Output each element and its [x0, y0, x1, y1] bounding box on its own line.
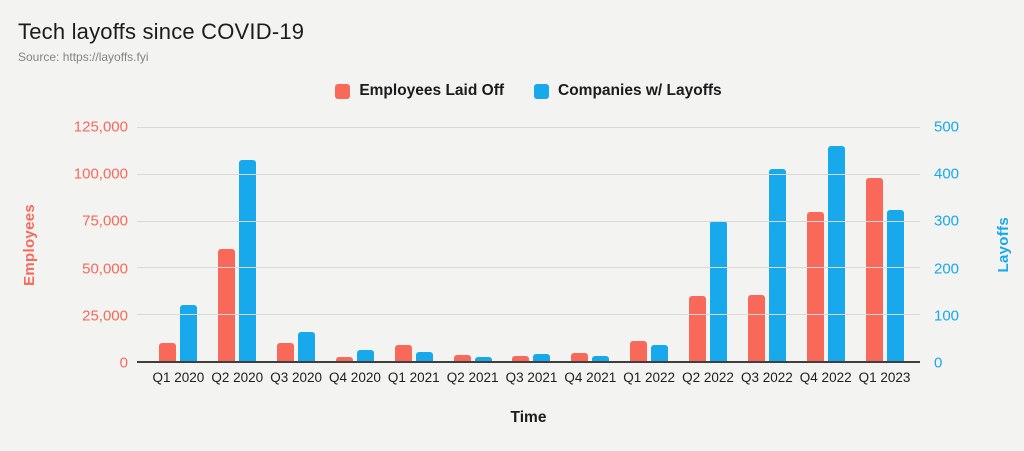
bar-group-q3-2022: [737, 127, 796, 361]
bar-employees-laid-off[interactable]: [453, 355, 471, 361]
gridline: [137, 127, 920, 128]
gridline: [137, 220, 920, 222]
bar-group-q4-2020: [326, 127, 385, 361]
x-tick-label: Q2 2021: [446, 370, 499, 385]
y-tick-label: 50,000: [82, 260, 128, 278]
bar-group-q2-2020: [208, 127, 267, 361]
bars-row: [149, 127, 914, 361]
y-tick-label: 100,000: [73, 165, 128, 183]
bar-group-q2-2021: [443, 127, 502, 361]
x-tick-label: Q3 2022: [740, 370, 793, 385]
y-tick-label: 100: [934, 307, 960, 325]
bar-group-q1-2021: [384, 127, 443, 361]
bar-employees-laid-off[interactable]: [865, 178, 883, 361]
bar-companies-with-layoffs[interactable]: [180, 304, 198, 361]
bar-companies-with-layoffs[interactable]: [710, 220, 728, 361]
x-tick-label: Q1 2020: [152, 370, 205, 385]
right-axis-title: Layoffs: [988, 127, 1018, 363]
bar-employees-laid-off[interactable]: [218, 248, 236, 361]
bar-employees-laid-off[interactable]: [747, 294, 765, 361]
bar-employees-laid-off[interactable]: [512, 355, 530, 361]
bar-companies-with-layoffs[interactable]: [474, 356, 492, 361]
bar-employees-laid-off[interactable]: [394, 345, 412, 361]
right-axis-title-text: Layoffs: [994, 217, 1012, 273]
gridline: [137, 267, 920, 269]
bar-group-q4-2021: [561, 127, 620, 361]
gridline: [137, 173, 920, 175]
y-tick-label: 0: [119, 354, 128, 372]
bar-group-q1-2023: [855, 127, 914, 361]
chart-title: Tech layoffs since COVID-19: [18, 19, 305, 44]
x-tick-label: Q4 2021: [564, 370, 617, 385]
y-tick-label: 125,000: [73, 118, 128, 136]
y-tick-label: 500: [934, 118, 960, 136]
x-tick-label: Q3 2020: [270, 370, 322, 385]
bar-group-q4-2022: [796, 127, 855, 361]
bar-companies-with-layoffs[interactable]: [768, 169, 786, 361]
legend: Employees Laid Off Companies w/ Layoffs: [137, 80, 920, 102]
x-tick-label: Q2 2020: [211, 370, 264, 385]
bar-group-q3-2020: [267, 127, 326, 361]
right-axis-tick-labels: 500 400 300 200 100 0: [934, 120, 1014, 371]
bar-companies-with-layoffs[interactable]: [533, 353, 551, 361]
bar-companies-with-layoffs[interactable]: [827, 145, 845, 361]
bar-companies-with-layoffs[interactable]: [356, 349, 374, 361]
x-axis-tick-labels: Q1 2020 Q2 2020 Q3 2020 Q4 2020 Q1 2021 Q2 20…: [149, 370, 914, 388]
y-tick-label: 300: [934, 212, 960, 230]
x-tick-label: Q1 2021: [387, 370, 440, 385]
bar-companies-with-layoffs[interactable]: [886, 210, 904, 361]
bar-employees-laid-off[interactable]: [630, 341, 648, 361]
bar-group-q1-2020: [149, 127, 208, 361]
bar-employees-laid-off[interactable]: [159, 343, 177, 361]
bar-companies-with-layoffs[interactable]: [415, 351, 433, 361]
bar-employees-laid-off[interactable]: [335, 357, 353, 361]
x-axis-title: Time: [510, 409, 547, 426]
y-tick-label: 75,000: [82, 212, 128, 230]
bar-employees-laid-off[interactable]: [689, 296, 707, 361]
x-tick-label: Q2 2022: [682, 370, 734, 385]
bar-companies-with-layoffs[interactable]: [651, 345, 669, 361]
plot-area: [137, 127, 920, 363]
bar-companies-with-layoffs[interactable]: [298, 332, 316, 361]
bar-companies-with-layoffs[interactable]: [239, 159, 257, 361]
y-tick-label: 200: [934, 260, 960, 278]
legend-item-companies[interactable]: Companies w/ Layoffs: [534, 82, 722, 100]
legend-label: Employees Laid Off: [359, 82, 505, 99]
legend-label: Companies w/ Layoffs: [558, 82, 722, 99]
x-tick-label: Q4 2022: [799, 370, 852, 385]
bar-group-q3-2021: [502, 127, 561, 361]
x-tick-label: Q4 2020: [329, 370, 381, 385]
bar-group-q2-2022: [679, 127, 738, 361]
bar-employees-laid-off[interactable]: [571, 353, 589, 361]
x-tick-label: Q1 2023: [858, 370, 911, 385]
bar-employees-laid-off[interactable]: [806, 212, 824, 361]
left-axis-tick-labels: 125,000 100,000 75,000 50,000 25,000 0: [0, 120, 128, 371]
bar-group-q1-2022: [620, 127, 679, 361]
bar-employees-laid-off[interactable]: [277, 343, 295, 361]
left-axis-title: Employees: [14, 127, 44, 363]
x-tick-label: Q1 2022: [623, 370, 676, 385]
y-tick-label: 25,000: [82, 307, 128, 325]
y-tick-label: 400: [934, 165, 960, 183]
legend-swatch-icon: [534, 83, 550, 99]
bar-companies-with-layoffs[interactable]: [592, 355, 610, 361]
legend-item-employees[interactable]: Employees Laid Off: [335, 82, 504, 100]
left-axis-title-text: Employees: [20, 204, 38, 286]
x-tick-label: Q3 2021: [505, 370, 558, 385]
legend-swatch-icon: [335, 83, 351, 99]
y-tick-label: 0: [934, 354, 943, 372]
gridline: [137, 314, 920, 316]
source-caption: Source: https://layoffs.fyi: [18, 50, 149, 64]
